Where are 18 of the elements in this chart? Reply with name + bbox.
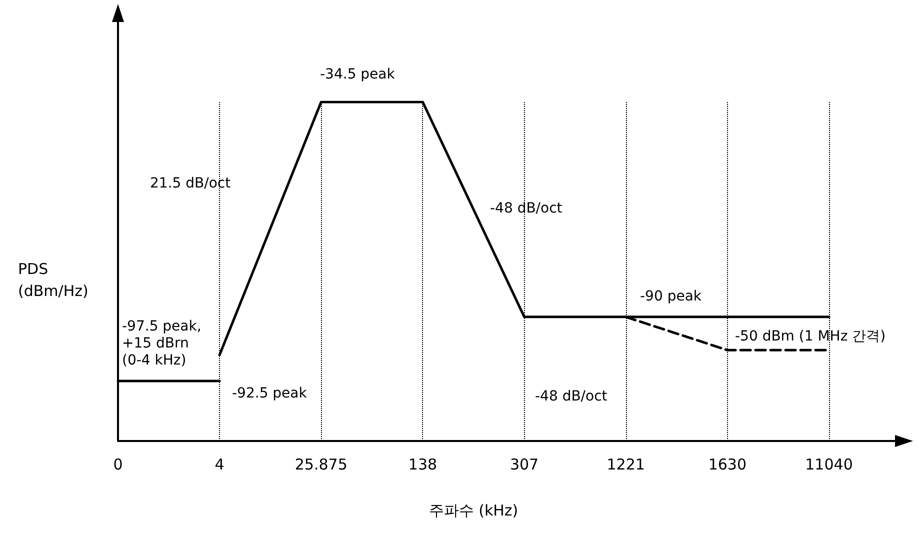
x-tick-label: 4 bbox=[214, 456, 224, 474]
x-tick-label: 25.875 bbox=[294, 456, 348, 474]
x-tick-label: 11040 bbox=[805, 456, 853, 474]
x-tick-label: 0 bbox=[113, 456, 123, 474]
x-tick-label: 1630 bbox=[708, 456, 747, 474]
x-tick-label: 1221 bbox=[606, 456, 645, 474]
annotation: -90 peak bbox=[640, 288, 702, 304]
x-tick-label: 307 bbox=[510, 456, 539, 474]
annotation: -48 dB/oct bbox=[490, 200, 563, 216]
annotation: -48 dB/oct bbox=[535, 388, 608, 404]
y-axis-title: PDS (dBm/Hz) bbox=[18, 260, 88, 300]
x-axis-title: 주파수 (kHz) bbox=[428, 502, 518, 520]
text: -34.5 peak bbox=[320, 66, 396, 82]
annotation: -50 dBm (1 MHz 간격) bbox=[735, 328, 886, 344]
annotation: -92.5 peak bbox=[232, 386, 308, 402]
annotation: -97.5 peak, +15 dBrn (0-4 kHz) bbox=[122, 318, 202, 368]
x-tick-label: 138 bbox=[408, 456, 438, 474]
annotation: 21.5 dB/oct bbox=[150, 176, 232, 192]
